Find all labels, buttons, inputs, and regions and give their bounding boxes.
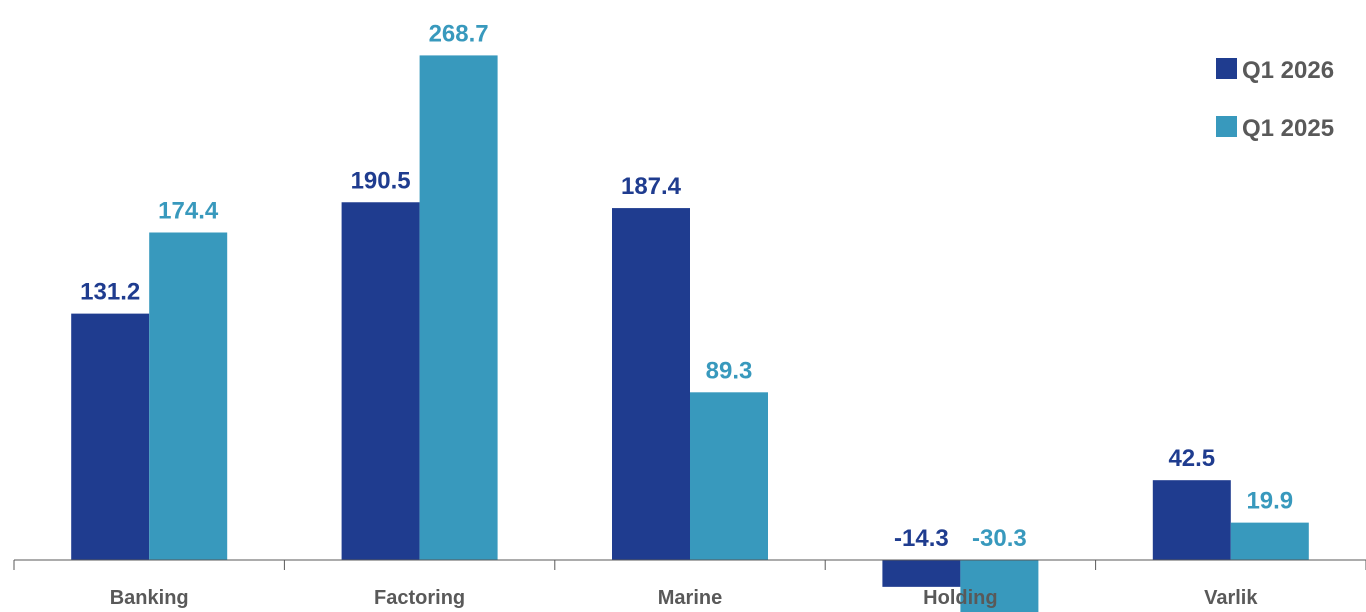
data-label: -30.3 bbox=[972, 525, 1027, 552]
bar-0-0 bbox=[71, 313, 150, 560]
bar-1-4 bbox=[1230, 522, 1309, 560]
bar-0-4 bbox=[1152, 480, 1231, 560]
x-tick-label: Holding bbox=[923, 587, 997, 609]
data-label: 89.3 bbox=[706, 357, 753, 384]
bar-0-3 bbox=[882, 560, 961, 587]
bar-1-2 bbox=[690, 392, 768, 560]
bar-1-0 bbox=[149, 232, 228, 560]
legend-label: Q1 2025 bbox=[1242, 115, 1334, 142]
bar-1-1 bbox=[419, 55, 498, 561]
x-tick-label: Marine bbox=[658, 587, 722, 609]
bar-0-1 bbox=[341, 202, 420, 560]
data-label: -14.3 bbox=[894, 525, 949, 552]
legend-label: Q1 2026 bbox=[1242, 57, 1334, 84]
data-label: 268.7 bbox=[429, 20, 489, 47]
data-label: 19.9 bbox=[1246, 488, 1293, 515]
x-tick-label: Varlik bbox=[1204, 587, 1258, 609]
bar-1-3 bbox=[960, 560, 1039, 612]
data-label: 190.5 bbox=[351, 167, 411, 194]
legend-swatch bbox=[1216, 116, 1237, 137]
data-label: 131.2 bbox=[80, 279, 140, 306]
x-tick-label: Factoring bbox=[374, 587, 465, 609]
data-label: 174.4 bbox=[158, 197, 219, 224]
data-label: 187.4 bbox=[621, 173, 682, 200]
legend-swatch bbox=[1216, 58, 1237, 79]
bar-0-2 bbox=[612, 208, 690, 560]
x-tick-label: Banking bbox=[110, 587, 189, 609]
data-label: 42.5 bbox=[1168, 445, 1215, 472]
